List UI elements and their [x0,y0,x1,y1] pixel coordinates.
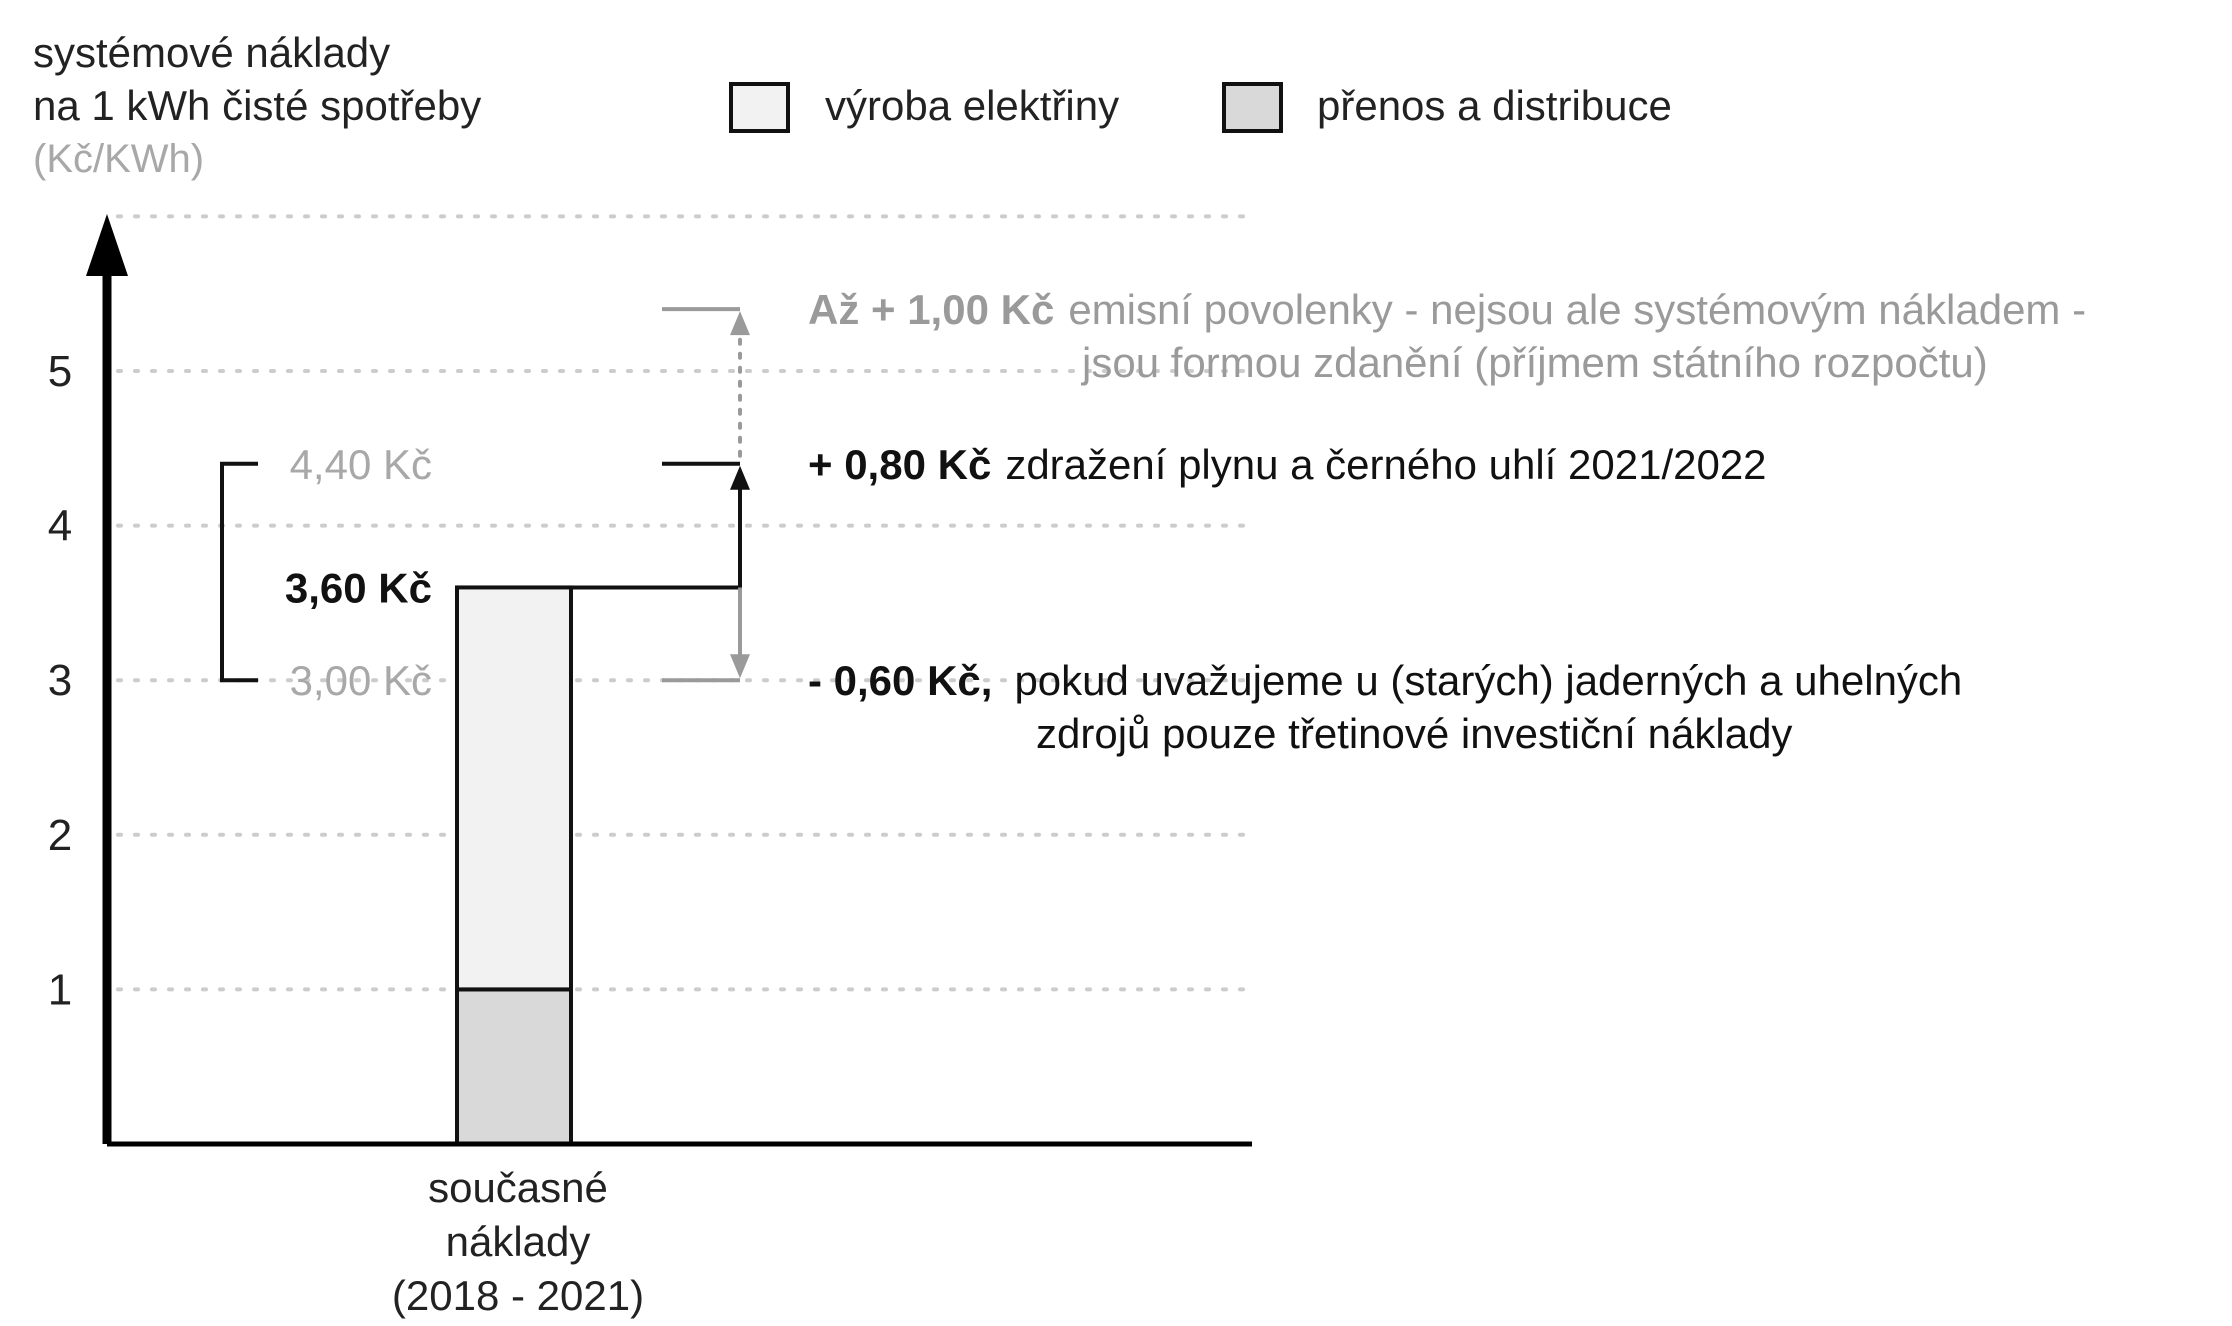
annotation-jadro-line2: zdrojů pouze třetinové investiční náklad… [1036,710,1792,757]
y-tick-label-4: 4 [48,502,72,551]
bar-segment-0 [455,987,573,1147]
annotation-emise-text: emisní povolenky - nejsou ale systémovým… [1068,286,2086,333]
legend-swatch-prenos [1222,82,1283,133]
increase-arrow-head-icon [730,465,750,490]
y-tick-label-3: 3 [48,656,72,705]
y-tick-label-1: 1 [48,965,72,1014]
range-bracket [220,461,258,683]
category-label-line2: náklady [446,1218,591,1265]
decrease-arrow-head-icon [730,654,750,679]
legend-label-prenos: přenos a distribuce [1317,82,1672,129]
total-label: 3,60 Kč [285,564,432,611]
bars [455,585,573,1147]
annotation-jadro-text: pokud uvažujeme u (starých) jaderných a … [1014,657,1962,704]
y-axis-arrow-icon [86,214,128,276]
category-label-line3: (2018 - 2021) [392,1272,644,1319]
legend-swatch-vyroba [729,82,790,133]
emission-arrow-head-icon [730,311,750,336]
annotation-emise: Až + 1,00 Kč emisní povolenky - nejsou al… [808,286,2086,333]
y-axis-unit: (Kč/KWh) [33,137,204,181]
annotation-plyn-bold: + 0,80 Kč [808,441,991,488]
legend-label-vyroba: výroba elektřiny [825,82,1119,129]
annotation-emise-line2: jsou formou zdanění (příjmem státního ro… [1080,339,1988,386]
change-markers [571,307,750,683]
annotation-jadro-bold: - 0,60 Kč, [808,657,992,704]
y-tick-label-2: 2 [48,811,72,860]
range-low-label: 3,00 Kč [290,657,432,704]
y-axis-label-line1: systémové náklady [33,29,390,76]
annotation-plyn-text: zdražení plynu a černého uhlí 2021/2022 [1005,441,1766,488]
annotation-plyn: + 0,80 Kč zdražení plynu a černého uhlí 2… [808,441,1767,488]
y-tick-labels: 1 2 3 4 5 [48,347,72,1014]
y-axis-label-line2: na 1 kWh čisté spotřeby [33,82,481,129]
annotation-jadro: - 0,60 Kč, pokud uvažujeme u (starých) ja… [808,657,1962,704]
range-bracket-line [220,461,258,683]
y-tick-label-5: 5 [48,347,72,396]
bar-segment-1 [455,585,573,992]
range-high-label: 4,40 Kč [290,441,432,488]
annotation-emise-bold: Až + 1,00 Kč [808,286,1054,333]
category-label-line1: současné [428,1164,608,1211]
